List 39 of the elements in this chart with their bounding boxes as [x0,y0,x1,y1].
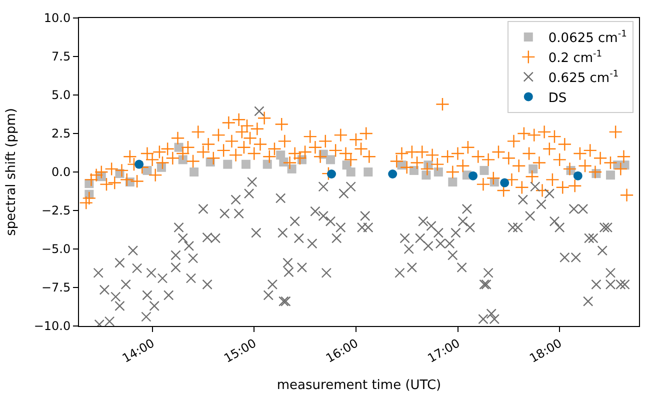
y-tick-label: −10.0 [34,319,71,334]
point [500,178,510,188]
x-axis-title: measurement time (UTC) [276,378,442,394]
point [468,171,478,180]
point [287,164,296,174]
point [606,170,615,180]
point [448,178,458,187]
y-tick-label: 10.0 [44,11,71,26]
point [422,170,431,180]
y-tick-label: 7.5 [52,50,71,64]
point [346,168,356,176]
point [364,168,373,176]
point [279,157,288,166]
y-tick-label: 2.5 [52,126,71,141]
point [528,164,538,174]
point [573,171,582,180]
point [241,160,250,169]
point [327,170,336,178]
legend-label: 0.0625 cm$^{-1}$ [548,30,627,46]
legend-label: 0.2 cm$^{-1}$ [548,50,602,66]
y-tick-label: −5.0 [41,242,71,256]
point [409,166,418,175]
point [326,155,335,164]
point [134,160,144,169]
point [434,168,443,176]
point [178,155,188,164]
y-tick-label: −2.5 [41,204,71,218]
point [190,168,199,176]
point [223,160,232,169]
y-tick-label: 5.0 [52,88,71,102]
point [142,166,152,175]
legend-label: 0.625 cm$^{-1}$ [548,69,619,86]
point [480,166,489,175]
y-tick-label: −7.5 [41,280,71,295]
y-tick-label: 0.0 [52,165,71,180]
legend-label: DS [548,90,567,106]
point [262,160,272,169]
y-axis-title: spectral shift (ppm) [4,108,19,236]
point [388,170,398,178]
